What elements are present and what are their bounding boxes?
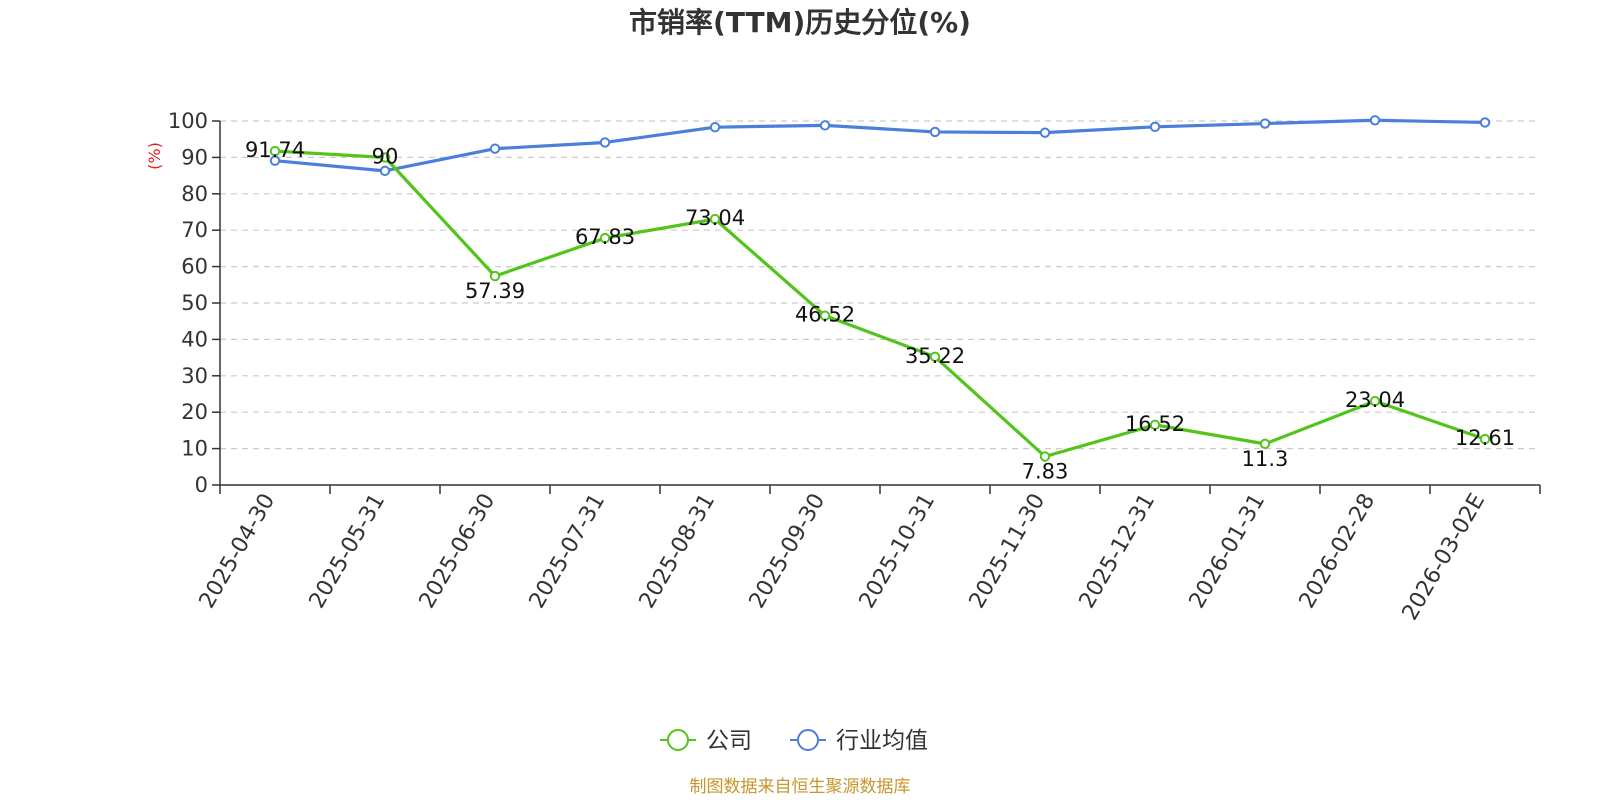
x-tick-label: 2026-01-31 xyxy=(1185,490,1271,613)
data-label: 11.3 xyxy=(1242,447,1289,471)
data-point[interactable] xyxy=(709,121,721,133)
series-line-0 xyxy=(274,149,1486,459)
data-label: 91.74 xyxy=(245,138,305,162)
data-point[interactable] xyxy=(269,155,281,166)
data-label: 73.04 xyxy=(685,206,745,230)
data-label: 12.61 xyxy=(1455,426,1515,450)
legend-label: 行业均值 xyxy=(836,728,928,754)
x-tick-label: 2026-03-02E xyxy=(1398,490,1491,625)
x-tick-label: 2025-05-31 xyxy=(305,490,391,613)
data-point[interactable] xyxy=(1039,451,1051,462)
y-tick-label: 10 xyxy=(181,437,208,461)
data-label: 67.83 xyxy=(575,225,635,249)
x-tick-label: 2025-12-31 xyxy=(1075,490,1161,613)
x-tick-label: 2025-09-30 xyxy=(745,490,831,613)
x-tick-label: 2026-02-28 xyxy=(1295,490,1381,613)
y-tick-label: 0 xyxy=(195,473,208,497)
data-point[interactable] xyxy=(819,120,831,131)
series-line-1 xyxy=(274,118,1486,173)
data-point[interactable] xyxy=(599,232,611,244)
data-point[interactable] xyxy=(929,351,941,362)
y-tick-label: 20 xyxy=(181,400,208,424)
data-label: 57.39 xyxy=(465,279,525,303)
chart-title: 市销率(TTM)历史分位(%) xyxy=(629,6,971,39)
data-point[interactable] xyxy=(1479,117,1491,128)
x-tick-label: 2025-11-30 xyxy=(965,490,1051,613)
x-tick-label: 2025-10-31 xyxy=(855,490,941,613)
data-label: 46.52 xyxy=(795,303,855,327)
y-tick-label: 50 xyxy=(181,291,208,315)
legend-item-0[interactable]: 公司 xyxy=(660,728,752,754)
data-point[interactable] xyxy=(709,213,721,225)
x-tick-label: 2025-07-31 xyxy=(525,490,611,613)
legend-item-1[interactable]: 行业均值 xyxy=(790,728,928,754)
y-tick-label: 80 xyxy=(181,182,208,206)
x-tick-label: 2025-08-31 xyxy=(635,490,721,613)
y-tick-label: 90 xyxy=(181,145,208,169)
data-point[interactable] xyxy=(1149,419,1161,431)
series-lines xyxy=(269,115,1491,462)
y-tick-label: 70 xyxy=(181,218,208,242)
y-tick-label: 60 xyxy=(181,255,208,279)
data-point[interactable] xyxy=(379,152,391,163)
x-tick-label: 2025-06-30 xyxy=(415,490,501,613)
legend-marker xyxy=(667,729,689,751)
data-point[interactable] xyxy=(1149,121,1161,133)
axes: 0 10 20 30 40 50 60 70 80 90 100 2025-04-30 2025-05-… xyxy=(168,109,1541,625)
y-tick-label: 40 xyxy=(181,327,208,351)
data-point[interactable] xyxy=(379,165,391,177)
data-point[interactable] xyxy=(269,145,281,157)
data-point[interactable] xyxy=(489,143,501,154)
data-label: 7.83 xyxy=(1022,459,1069,483)
data-point[interactable] xyxy=(1259,438,1271,450)
data-point[interactable] xyxy=(1039,127,1051,138)
data-point[interactable] xyxy=(1479,433,1491,445)
data-point[interactable] xyxy=(1259,118,1271,129)
data-label: 16.52 xyxy=(1125,412,1185,436)
data-label: 23.04 xyxy=(1345,388,1405,412)
y-tick-label: 100 xyxy=(168,109,208,133)
data-labels: 91.74 90 57.39 67.83 73.04 46.52 35.22 7.83 16.5… xyxy=(245,138,1515,483)
legend-marker xyxy=(797,729,819,751)
data-point[interactable] xyxy=(1369,395,1381,407)
data-point[interactable] xyxy=(819,310,831,321)
data-point[interactable] xyxy=(1369,115,1381,126)
source-note: 制图数据来自恒生聚源数据库 xyxy=(690,777,911,797)
y-tick-label: 30 xyxy=(181,364,208,388)
data-label: 35.22 xyxy=(905,344,965,368)
data-point[interactable] xyxy=(929,126,941,138)
x-tick-label: 2025-04-30 xyxy=(195,490,281,613)
legend[interactable]: 公司 行业均值 xyxy=(660,728,928,754)
data-label: 90 xyxy=(372,144,399,168)
y-axis-label: (%) xyxy=(145,142,164,170)
grid-lines xyxy=(220,120,1540,450)
data-point[interactable] xyxy=(599,137,611,148)
data-point[interactable] xyxy=(489,270,501,282)
legend-label: 公司 xyxy=(706,728,752,754)
